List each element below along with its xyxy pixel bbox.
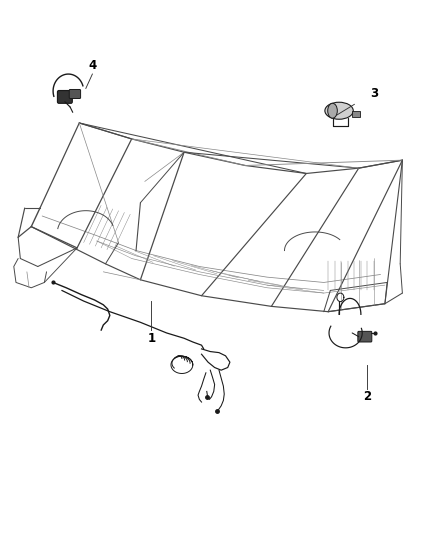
Text: 1: 1 (147, 332, 155, 345)
Ellipse shape (325, 102, 353, 119)
FancyBboxPatch shape (358, 332, 372, 342)
FancyBboxPatch shape (69, 90, 81, 99)
Bar (352, 111, 360, 117)
Text: 2: 2 (364, 390, 371, 403)
Text: 4: 4 (88, 59, 96, 72)
Text: 3: 3 (370, 87, 378, 100)
FancyBboxPatch shape (57, 91, 72, 103)
Ellipse shape (328, 103, 337, 118)
